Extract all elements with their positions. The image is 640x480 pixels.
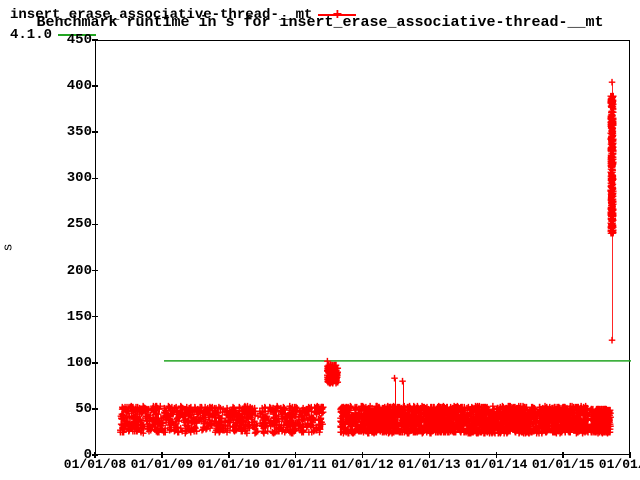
ytick-label-400: 400 xyxy=(44,78,92,94)
ytick-label-100: 100 xyxy=(44,355,92,371)
legend-swatch-series1 xyxy=(318,14,356,16)
ytick-mark-150 xyxy=(92,316,98,318)
ytick-mark-400 xyxy=(92,85,98,87)
ytick-label-250: 250 xyxy=(44,216,92,232)
xtick-label-2: 01/01/10 xyxy=(198,457,260,472)
xtick-mark-5 xyxy=(429,452,431,458)
xtick-label-3: 01/01/11 xyxy=(264,457,326,472)
ytick-label-50: 50 xyxy=(44,401,92,417)
scatter-layer: + + + + + + + + + + + + + + + + + + + + + + + + + + + + + + + + + + + + + + + +… xyxy=(96,41,631,456)
xtick-label-4: 01/01/12 xyxy=(331,457,393,472)
xtick-mark-8 xyxy=(629,452,631,458)
xtick-label-7: 01/01/15 xyxy=(532,457,594,472)
xtick-mark-6 xyxy=(496,452,498,458)
xtick-label-1: 01/01/09 xyxy=(131,457,193,472)
ytick-mark-100 xyxy=(92,362,98,364)
xtick-mark-2 xyxy=(228,452,230,458)
ytick-mark-200 xyxy=(92,270,98,272)
ytick-label-300: 300 xyxy=(44,170,92,186)
legend-label-series1: insert_erase_associative-thread-__mt xyxy=(10,7,312,23)
ytick-label-200: 200 xyxy=(44,263,92,279)
xtick-mark-1 xyxy=(161,452,163,458)
xtick-label-8: 01/01/16 xyxy=(599,457,640,472)
xtick-label-0: 01/01/08 xyxy=(64,457,126,472)
ytick-label-450: 450 xyxy=(44,32,92,48)
legend-entry-series1: insert_erase_associative-thread-__mt xyxy=(10,6,356,24)
yaxis-label: s xyxy=(1,244,16,252)
xtick-mark-3 xyxy=(295,452,297,458)
ytick-mark-250 xyxy=(92,224,98,226)
ytick-label-350: 350 xyxy=(44,124,92,140)
ytick-mark-300 xyxy=(92,178,98,180)
ytick-mark-450 xyxy=(92,39,98,41)
xtick-mark-7 xyxy=(562,452,564,458)
xtick-mark-0 xyxy=(94,452,96,458)
ytick-mark-350 xyxy=(92,131,98,133)
xtick-label-5: 01/01/13 xyxy=(398,457,460,472)
xtick-mark-4 xyxy=(362,452,364,458)
ytick-label-150: 150 xyxy=(44,309,92,325)
plot-area: + + + + + + + + + + + + + + + + + + + + + + + + + + + + + + + + + + + + + + + +… xyxy=(95,40,630,455)
xtick-label-6: 01/01/14 xyxy=(465,457,527,472)
ytick-mark-50 xyxy=(92,408,98,410)
chart-root: Benchmark runtime in s for insert_erase_… xyxy=(0,0,640,480)
